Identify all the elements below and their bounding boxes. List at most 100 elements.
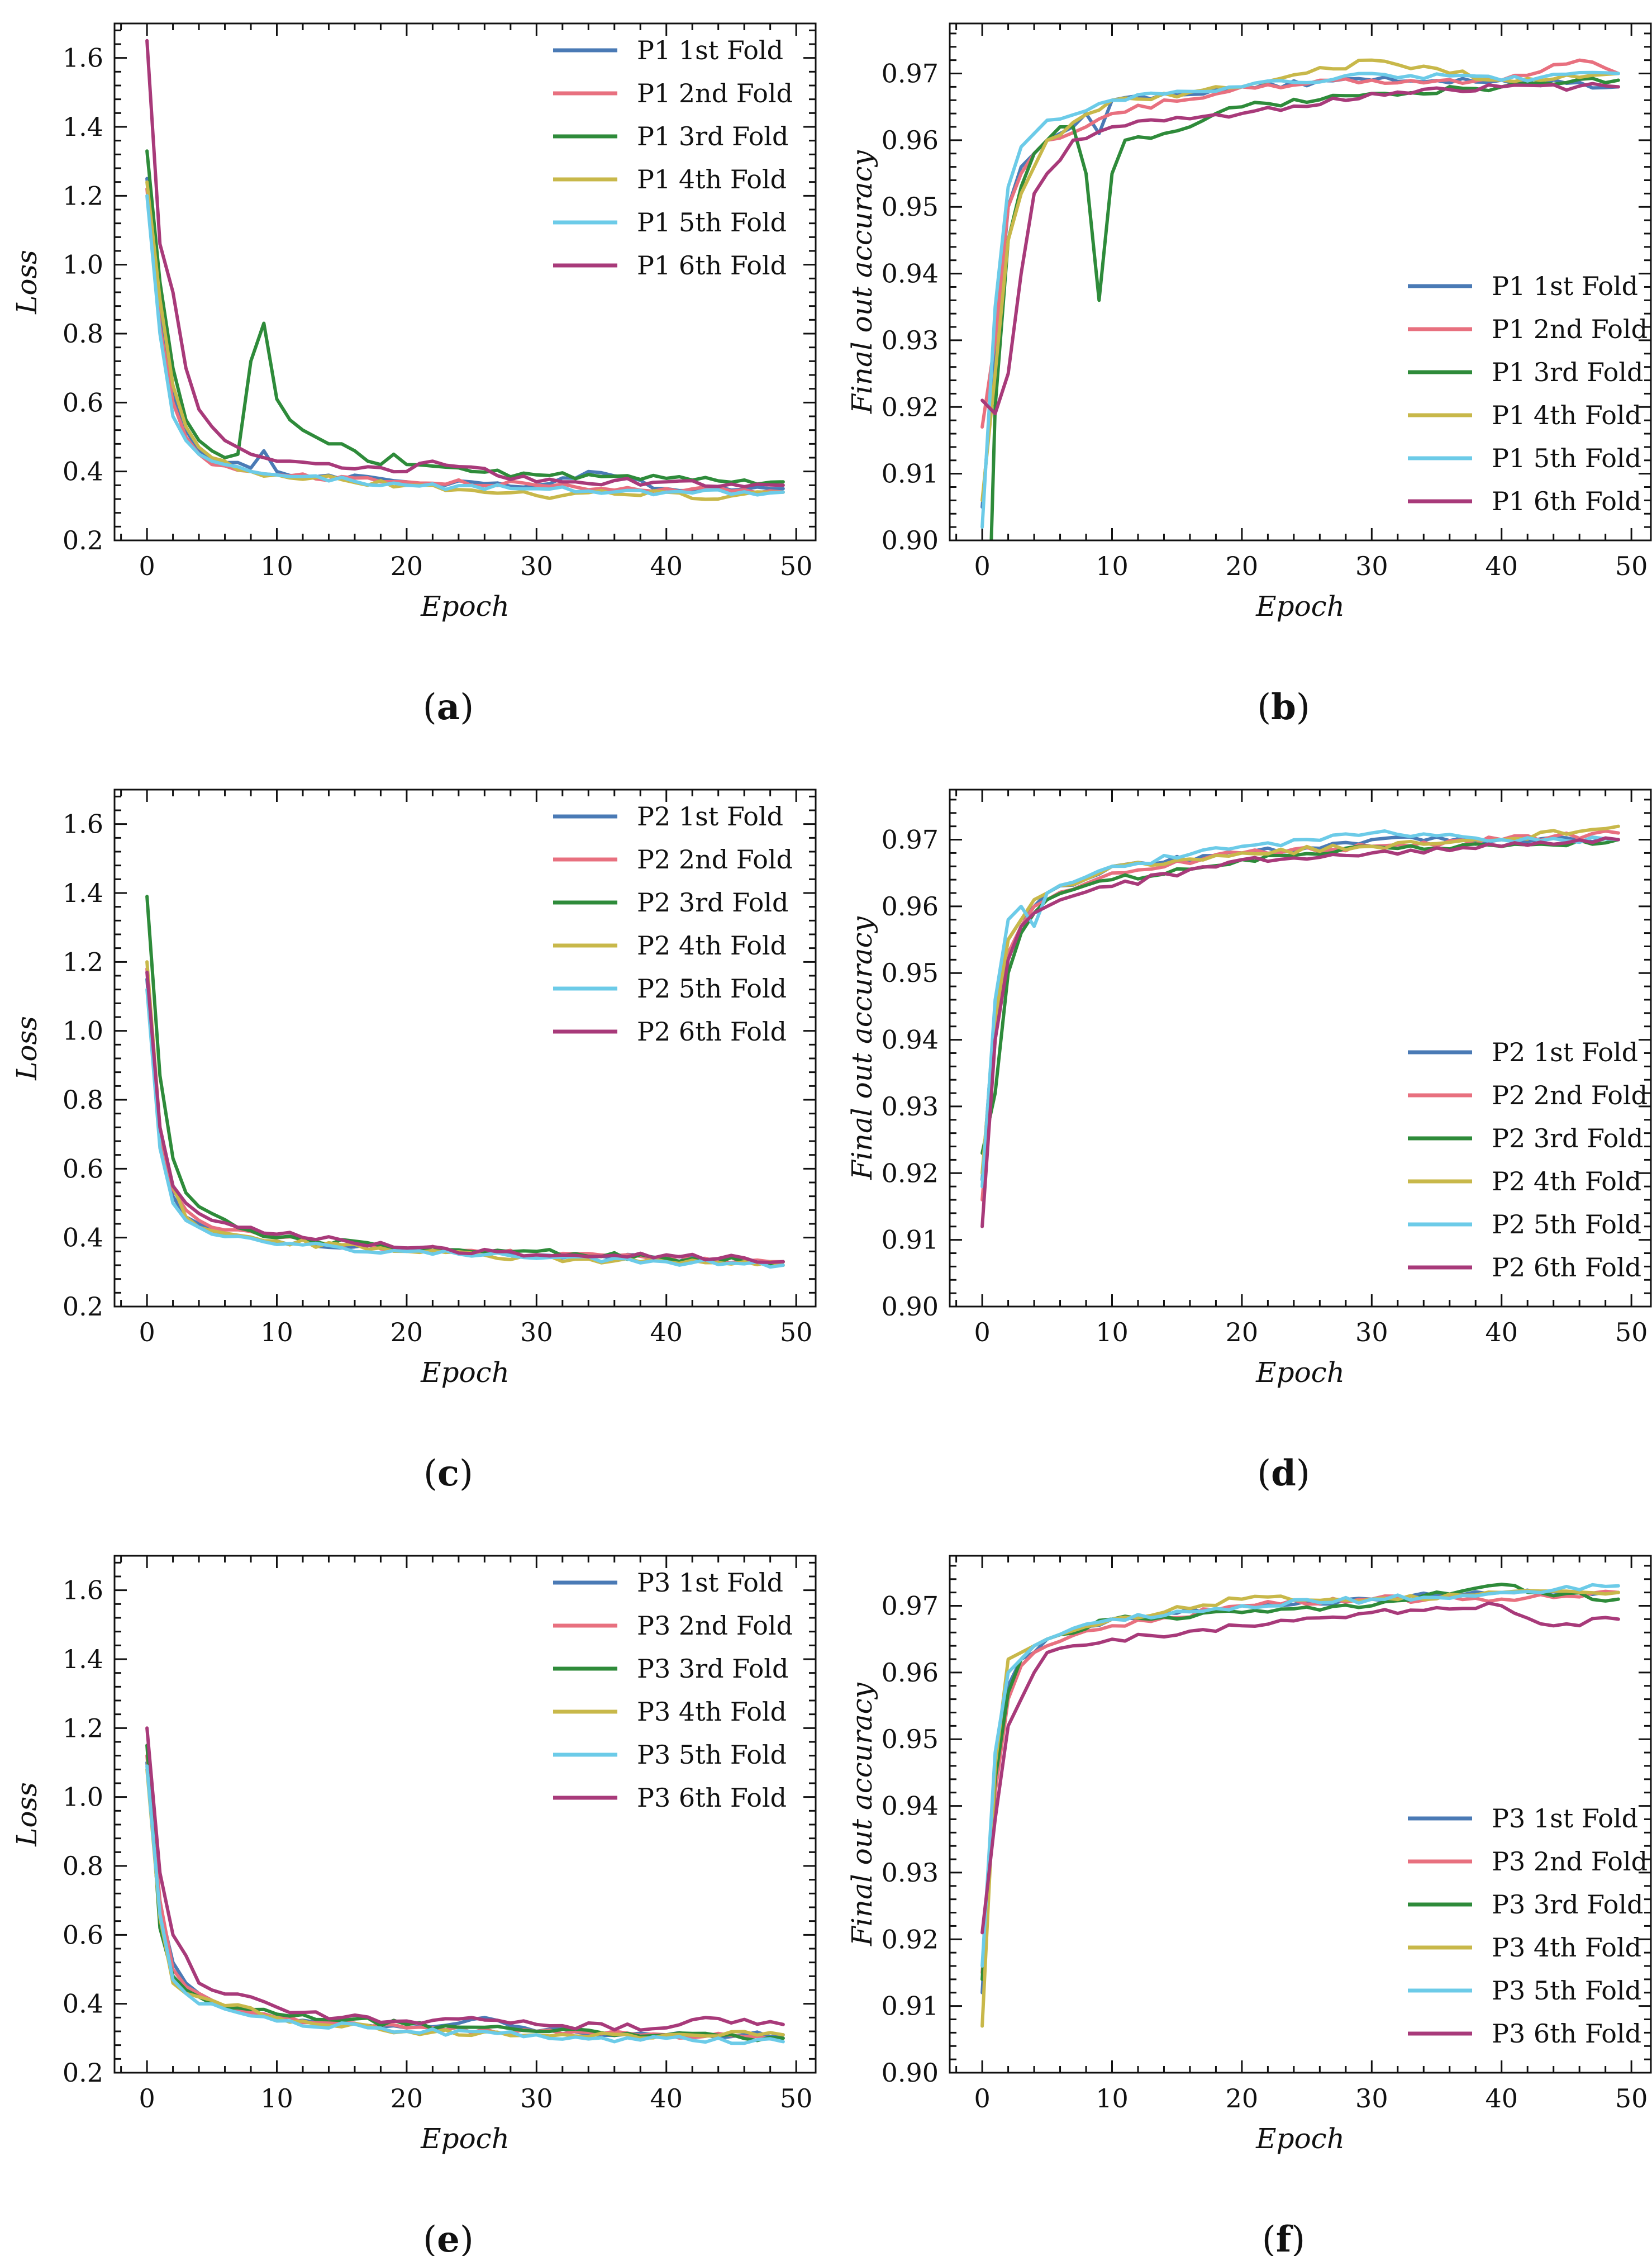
panel-caption: (d): [1257, 1452, 1310, 1494]
legend-entry: P3 2nd Fold: [1492, 1846, 1648, 1877]
y-tick-label: 0.95: [882, 1724, 939, 1754]
x-axis-label: Epoch: [420, 1356, 510, 1389]
legend-entry: P1 5th Fold: [1492, 443, 1641, 473]
y-tick-label: 0.90: [882, 1291, 939, 1322]
x-tick-label: 50: [780, 1317, 813, 1347]
caption-paren-open: (: [423, 1453, 437, 1494]
y-tick-label: 0.91: [882, 459, 939, 489]
x-tick-label: 40: [650, 551, 683, 581]
plot-frame: [113, 22, 817, 542]
legend: P2 1st Fold P2 2nd Fold P2 3rd Fold P2 4th …: [553, 801, 793, 1047]
y-tick-label: 1.2: [63, 181, 103, 211]
x-axis-label: Epoch: [1255, 1356, 1345, 1389]
legend-entry: P2 3rd Fold: [1492, 1123, 1643, 1153]
plot-frame: [949, 1555, 1652, 2074]
legend-entry: P3 3rd Fold: [1492, 1889, 1643, 1920]
caption-letter: f: [1276, 2219, 1293, 2256]
y-tick-label: 0.6: [63, 387, 103, 417]
series-line-6: [145, 1726, 785, 2032]
y-tick-label: 0.93: [882, 1858, 939, 1888]
legend-entry: P2 1st Fold: [1492, 1037, 1638, 1067]
caption-paren-close: ): [1296, 1453, 1310, 1494]
x-tick-label: 20: [391, 2083, 423, 2113]
legend-entry: P3 6th Fold: [637, 1783, 787, 1813]
x-axis-label: Epoch: [1255, 590, 1345, 623]
y-tick-label: 0.95: [882, 192, 939, 222]
x-tick-label: 0: [139, 1317, 155, 1347]
x-tick-label: 30: [520, 2083, 553, 2113]
caption-paren-close: ): [1291, 2219, 1305, 2256]
y-tick-label: 0.91: [882, 1991, 939, 2021]
y-axis-label: Loss: [11, 250, 43, 315]
legend-entry: P2 6th Fold: [637, 1017, 787, 1047]
y-axis-label: Final out accuracy: [846, 1682, 878, 1946]
y-axis-label: Final out accuracy: [846, 916, 878, 1180]
tick-marks: [950, 1556, 1651, 2074]
plot-frame: [949, 789, 1652, 1308]
x-tick-label: 50: [1615, 551, 1648, 581]
series-line-6: [145, 39, 785, 488]
x-tick-label: 0: [974, 551, 990, 581]
y-tick-label: 1.6: [63, 809, 103, 839]
y-tick-label: 0.8: [63, 319, 103, 349]
legend-entry: P3 5th Fold: [1492, 1975, 1641, 2006]
legend-entry: P1 4th Fold: [1492, 400, 1641, 430]
legend-entry: P2 5th Fold: [1492, 1209, 1641, 1239]
legend-entry: P3 1st Fold: [637, 1568, 783, 1598]
x-tick-label: 50: [1615, 2083, 1648, 2113]
y-tick-label: 0.90: [882, 525, 939, 555]
y-tick-label: 0.2: [63, 1291, 103, 1322]
y-tick-label: 1.2: [63, 1713, 103, 1743]
x-tick-label: 10: [1096, 2083, 1129, 2113]
x-tick-label: 0: [139, 551, 155, 581]
legend-entry: P3 6th Fold: [1492, 2018, 1641, 2049]
series-group: [145, 895, 785, 1269]
caption-paren-open: (: [1257, 1453, 1271, 1494]
caption-paren-open: (: [1262, 2219, 1276, 2256]
x-tick-label: 40: [1485, 2083, 1518, 2113]
y-tick-label: 0.8: [63, 1085, 103, 1115]
y-tick-label: 0.94: [882, 1025, 939, 1055]
caption-paren-close: ): [460, 2219, 474, 2256]
y-tick-label: 0.93: [882, 325, 939, 355]
legend: P2 1st Fold P2 2nd Fold P2 3rd Fold P2 4th …: [1408, 1037, 1648, 1283]
caption-paren-open: (: [423, 2219, 437, 2256]
y-tick-label: 1.4: [63, 878, 103, 908]
y-tick-label: 0.92: [882, 392, 939, 422]
x-tick-label: 30: [520, 1317, 553, 1347]
series-group: [145, 39, 785, 501]
y-tick-label: 0.95: [882, 958, 939, 988]
legend-entry: P1 5th Fold: [637, 207, 787, 238]
series-line-6: [145, 970, 785, 1264]
y-tick-label: 0.97: [882, 1591, 939, 1621]
y-axis-label: Loss: [11, 1782, 43, 1847]
y-tick-label: 1.6: [63, 43, 103, 73]
y-tick-label: 1.0: [63, 1016, 103, 1046]
legend-entry: P2 4th Fold: [637, 930, 787, 961]
x-tick-label: 0: [974, 2083, 990, 2113]
plot-frame: [949, 22, 1652, 542]
x-tick-label: 30: [1355, 2083, 1388, 2113]
y-tick-label: 0.93: [882, 1091, 939, 1122]
y-tick-label: 0.4: [63, 457, 103, 487]
series-line-2: [980, 1589, 1620, 1974]
series-line-4: [980, 824, 1620, 1175]
caption-letter: e: [437, 2219, 460, 2256]
panel-caption: (a): [423, 686, 474, 728]
tick-marks: [115, 23, 816, 542]
caption-paren-close: ): [459, 1453, 473, 1494]
x-tick-label: 10: [1096, 551, 1129, 581]
panel-a: 0 10 20 30 40 50 0.2 0.4 0.6 0.8 1.0 1.2 1.4 1.6 Epoch…: [11, 22, 817, 728]
series-group: [980, 824, 1620, 1228]
series-line-3: [980, 1583, 1620, 1981]
y-tick-label: 0.8: [63, 1851, 103, 1881]
tick-marks: [115, 790, 816, 1308]
y-tick-label: 1.6: [63, 1575, 103, 1606]
panel-caption: (c): [423, 1452, 473, 1494]
x-axis-label: Epoch: [420, 590, 510, 623]
series-line-4: [145, 1768, 785, 2040]
panel-d: 0 10 20 30 40 50 0.90 0.91 0.92 0.93 0.94 0.95 0.96 0…: [846, 789, 1652, 1494]
panel-c: 0 10 20 30 40 50 0.2 0.4 0.6 0.8 1.0 1.2 1.4 1.6 Epoch…: [11, 789, 817, 1494]
series-line-5: [980, 70, 1620, 529]
x-tick-label: 50: [780, 551, 813, 581]
